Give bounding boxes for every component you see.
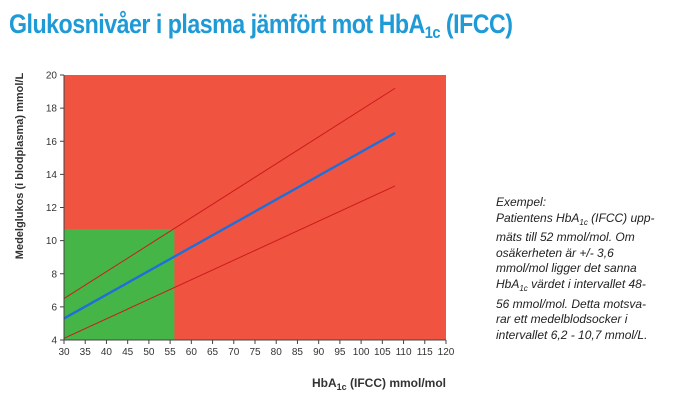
example-subscript: 1c xyxy=(579,217,588,227)
y-tick-label: 18 xyxy=(46,104,58,115)
y-tick-label: 12 xyxy=(46,203,58,214)
x-tick-label: 55 xyxy=(165,347,177,358)
y-tick-label: 8 xyxy=(51,269,57,280)
x-tick-label: 80 xyxy=(271,347,283,358)
example-line: mmol/mol ligger det sanna xyxy=(496,261,637,276)
example-annotation: Exempel: Patientens HbA1c (IFCC) upp- mä… xyxy=(496,195,676,343)
x-tick-label: 95 xyxy=(334,347,346,358)
example-line: rar ett medelblodsocker i xyxy=(496,312,628,327)
y-tick-label: 14 xyxy=(46,170,58,181)
x-axis-label-text: HbA xyxy=(312,376,337,390)
example-text: värdet i intervallet 48- xyxy=(527,276,646,291)
x-tick-label: 60 xyxy=(186,347,198,358)
highlight-region xyxy=(64,229,175,340)
x-tick-label: 50 xyxy=(143,347,155,358)
y-tick-label: 4 xyxy=(51,336,57,347)
example-subscript: 1c xyxy=(519,283,528,293)
example-text: HbA xyxy=(496,276,520,291)
series-line-lower xyxy=(63,185,396,339)
example-text: Patientens HbA xyxy=(496,210,580,225)
example-line: mäts till 52 mmol/mol. Om xyxy=(496,230,635,245)
x-tick-label: 75 xyxy=(249,347,261,358)
x-tick-label: 35 xyxy=(80,347,92,358)
y-axis-label-text: Medelglukos (i blodplasma) mmol/L xyxy=(14,72,26,260)
example-line: 56 mmol/mol. Detta motsva- xyxy=(496,296,647,311)
x-tick-label: 105 xyxy=(374,347,391,358)
y-tick-label: 16 xyxy=(46,137,58,148)
example-text: (IFCC) upp- xyxy=(587,210,655,225)
title-text: Glukosnivåer i plasma jämfört mot HbA xyxy=(9,9,425,39)
example-line: HbA1c värdet i intervallet 48- xyxy=(496,277,676,297)
x-tick-label: 70 xyxy=(228,347,240,358)
y-tick-label: 20 xyxy=(46,71,58,82)
x-tick-label: 100 xyxy=(353,347,370,358)
x-tick-label: 30 xyxy=(58,347,70,358)
x-tick-label: 65 xyxy=(207,347,219,358)
series-line-upper xyxy=(63,87,396,300)
x-tick-label: 120 xyxy=(438,347,455,358)
chart-title: Glukosnivåer i plasma jämfört mot HbA1c … xyxy=(9,9,513,43)
y-tick-label: 6 xyxy=(51,302,57,313)
title-suffix: (IFCC) xyxy=(439,9,513,39)
x-tick-label: 45 xyxy=(122,347,134,358)
series-line-mean xyxy=(63,131,396,320)
x-axis-label-subscript: 1c xyxy=(336,382,347,392)
x-tick-label: 90 xyxy=(313,347,325,358)
example-line: osäkerheten är +/- 3,6 xyxy=(496,245,614,260)
axis-ticks: 30 35 40 45 50 55 60 65 70 75 80 85 90 95 100 105 110 115… xyxy=(46,71,455,359)
y-tick-label: 10 xyxy=(46,236,58,247)
x-tick-label: 115 xyxy=(417,347,433,358)
x-tick-label: 40 xyxy=(101,347,113,358)
plot-area xyxy=(63,75,446,340)
x-axis-label: HbA1c (IFCC) mmol/mol xyxy=(312,376,446,392)
example-line: Patientens HbA1c (IFCC) upp- xyxy=(496,211,676,231)
example-line: intervallet 6,2 - 10,7 mmol/L. xyxy=(496,327,648,342)
title-subscript: 1c xyxy=(424,23,441,42)
example-heading: Exempel: xyxy=(496,195,547,209)
x-tick-label: 110 xyxy=(396,347,412,358)
x-tick-label: 85 xyxy=(292,347,304,358)
x-axis-label-suffix: (IFCC) mmol/mol xyxy=(346,376,447,390)
